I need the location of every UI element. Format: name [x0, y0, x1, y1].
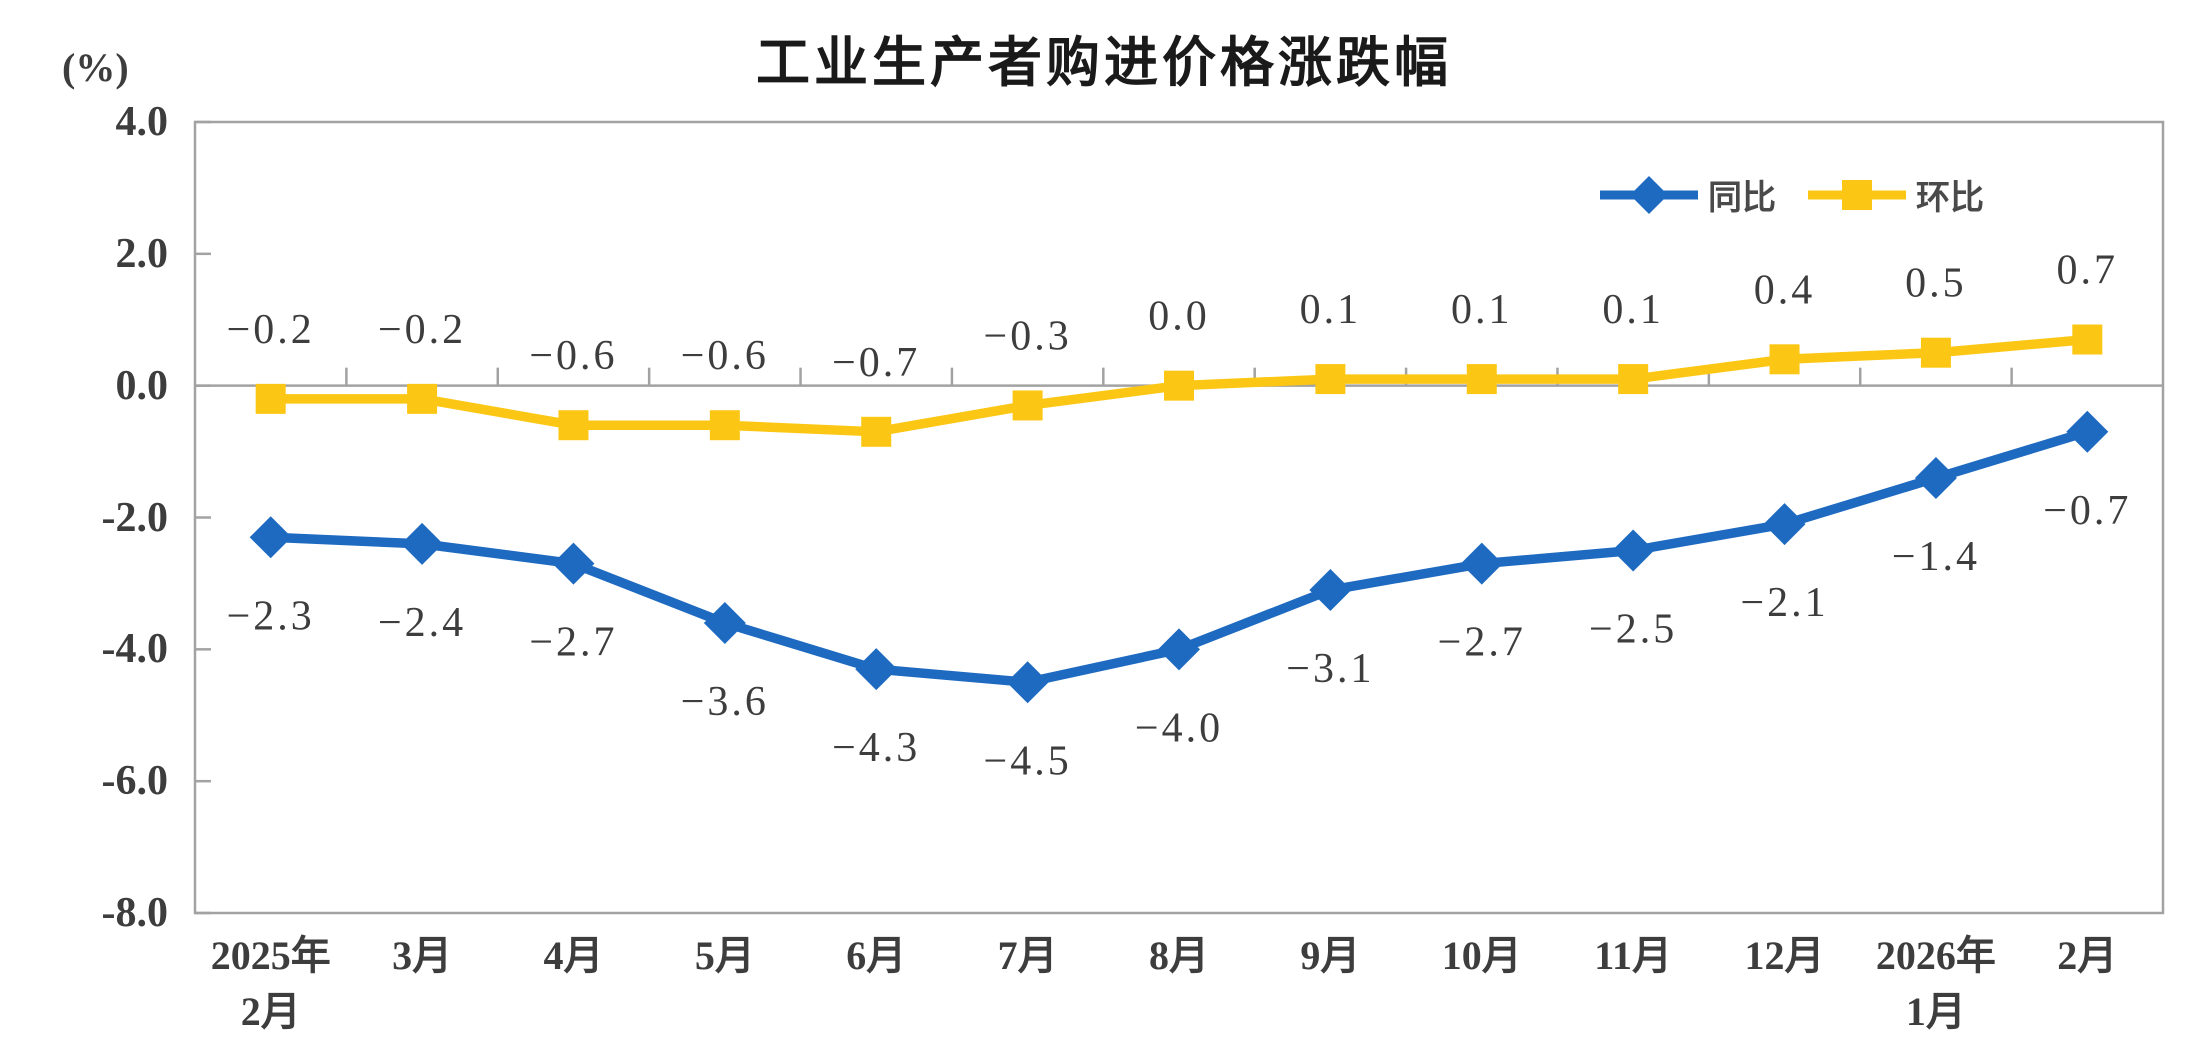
- mom-data-label: 0.1: [1300, 287, 1362, 333]
- mom-point-marker: [1315, 364, 1346, 395]
- mom-point-marker: [1466, 364, 1497, 395]
- yoy-data-label: −2.7: [529, 620, 617, 666]
- x-tick-label: 11月: [1594, 933, 1673, 978]
- mom-data-label: −0.6: [529, 333, 617, 379]
- y-tick-label: -2.0: [101, 494, 169, 541]
- yoy-point-marker: [1763, 503, 1806, 546]
- legend-item-yoy[interactable]: 同比: [1596, 170, 1776, 219]
- mom-data-label: 0.0: [1148, 294, 1210, 340]
- y-tick-label: -6.0: [101, 758, 169, 805]
- legend-label-yoy: 同比: [1708, 180, 1776, 217]
- yoy-point-marker: [1006, 661, 1049, 704]
- mom-point-marker: [1164, 370, 1194, 401]
- chart-legend: 同比 环比: [1596, 170, 1984, 219]
- mom-data-label: −0.7: [832, 340, 920, 386]
- y-tick-label: -4.0: [101, 626, 169, 673]
- yoy-point-marker: [1460, 542, 1503, 585]
- mom-point-marker: [861, 416, 892, 447]
- yoy-data-label: −2.4: [378, 600, 466, 646]
- yoy-point-marker: [249, 516, 292, 559]
- mom-point-marker: [1618, 364, 1649, 395]
- yoy-data-label: −2.5: [1589, 606, 1677, 652]
- x-tick-label: 6月: [846, 933, 907, 978]
- mom-data-label: −0.2: [378, 307, 466, 353]
- mom-data-label: −0.3: [984, 313, 1072, 359]
- mom-point-marker: [407, 383, 438, 414]
- mom-point-marker: [1920, 337, 1951, 368]
- yoy-data-label: −3.6: [681, 679, 769, 725]
- y-axis-unit-label: (%): [62, 45, 129, 90]
- mom-data-label: 0.4: [1754, 267, 1816, 313]
- x-tick-label: 3月: [392, 933, 453, 978]
- yoy-data-label: −2.7: [1438, 620, 1526, 666]
- x-tick-label: 12月: [1744, 933, 1825, 978]
- legend-item-mom[interactable]: 环比: [1804, 170, 1984, 219]
- x-tick-label: 5月: [694, 933, 755, 978]
- y-tick-label: 2.0: [115, 230, 169, 277]
- yoy-point-marker: [1158, 628, 1200, 671]
- yoy-point-marker: [1612, 529, 1655, 572]
- yoy-data-label: −4.5: [984, 738, 1072, 784]
- yoy-point-marker: [1309, 569, 1352, 612]
- yoy-data-label: −3.1: [1286, 646, 1374, 692]
- x-tick-label: 2025年 2月: [210, 933, 331, 1034]
- yoy-point-marker: [1914, 456, 1957, 499]
- x-tick-label: 9月: [1300, 933, 1361, 978]
- mom-data-label: 0.7: [2057, 248, 2119, 294]
- yoy-point-marker: [2066, 410, 2109, 453]
- mom-data-label: −0.6: [681, 333, 769, 379]
- x-tick-label: 2026年 1月: [1875, 933, 1996, 1034]
- yoy-point-marker: [855, 648, 898, 691]
- mom-point-marker: [709, 410, 740, 441]
- x-tick-label: 2月: [2057, 933, 2118, 978]
- legend-label-mom: 环比: [1916, 180, 1984, 217]
- mom-data-label: −0.2: [227, 307, 315, 353]
- yoy-data-label: −2.1: [1740, 580, 1828, 626]
- y-tick-label: 4.0: [115, 99, 169, 145]
- x-tick-label: 10月: [1441, 933, 1522, 978]
- x-tick-label: 7月: [997, 933, 1058, 978]
- yoy-point-marker: [703, 601, 746, 644]
- yoy-data-label: −2.3: [227, 593, 315, 639]
- plot-border: [193, 120, 2165, 915]
- mom-data-label: 0.5: [1905, 261, 1967, 307]
- yoy-data-label: −0.7: [2043, 488, 2131, 534]
- yoy-data-label: −4.0: [1135, 705, 1223, 751]
- mom-point-marker: [1769, 344, 1800, 375]
- mom-point-marker: [558, 410, 589, 441]
- mom-point-marker: [255, 383, 286, 414]
- x-tick-label: 4月: [543, 933, 604, 978]
- mom-line-square-icon: [1808, 179, 1906, 210]
- chart-title: 工业生产者购进价格涨跌幅: [756, 33, 1452, 93]
- yoy-line-diamond-icon: [1600, 175, 1698, 214]
- y-tick-label: -8.0: [101, 890, 169, 936]
- yoy-point-marker: [552, 542, 595, 585]
- y-tick-label: 0.0: [115, 362, 169, 409]
- mom-point-marker: [2072, 324, 2103, 355]
- x-tick-label: 8月: [1149, 933, 1209, 978]
- yoy-data-label: −4.3: [832, 725, 920, 771]
- yoy-data-label: −1.4: [1892, 534, 1980, 580]
- mom-point-marker: [1012, 390, 1043, 421]
- yoy-point-marker: [401, 522, 444, 565]
- mom-data-label: 0.1: [1602, 287, 1664, 333]
- mom-data-label: 0.1: [1451, 287, 1513, 333]
